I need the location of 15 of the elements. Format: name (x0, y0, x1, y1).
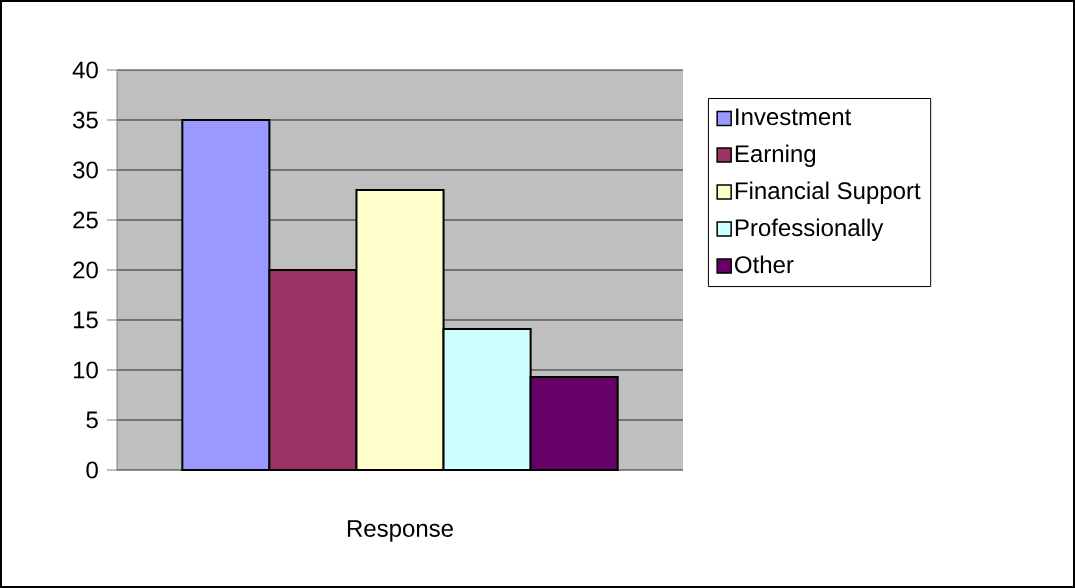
y-tick-label: 25 (73, 211, 98, 229)
y-tick-label: 35 (73, 111, 98, 129)
y-tick-label: 0 (86, 461, 98, 479)
y-tick-label: 20 (73, 261, 98, 279)
legend-label: Investment (736, 108, 852, 126)
y-tick-label: 30 (73, 161, 98, 179)
legend-label: Other (735, 255, 794, 274)
legend-label: Professionally (735, 218, 884, 241)
y-tick-label: 40 (72, 61, 98, 79)
y-tick-label: 10 (73, 361, 98, 379)
y-tick-label: 5 (86, 411, 98, 429)
legend-label: Earning (735, 144, 816, 167)
y-tick-label: 15 (73, 311, 98, 329)
legend-label: Financial Support (735, 181, 921, 204)
x-tick-label: Response (347, 520, 453, 542)
